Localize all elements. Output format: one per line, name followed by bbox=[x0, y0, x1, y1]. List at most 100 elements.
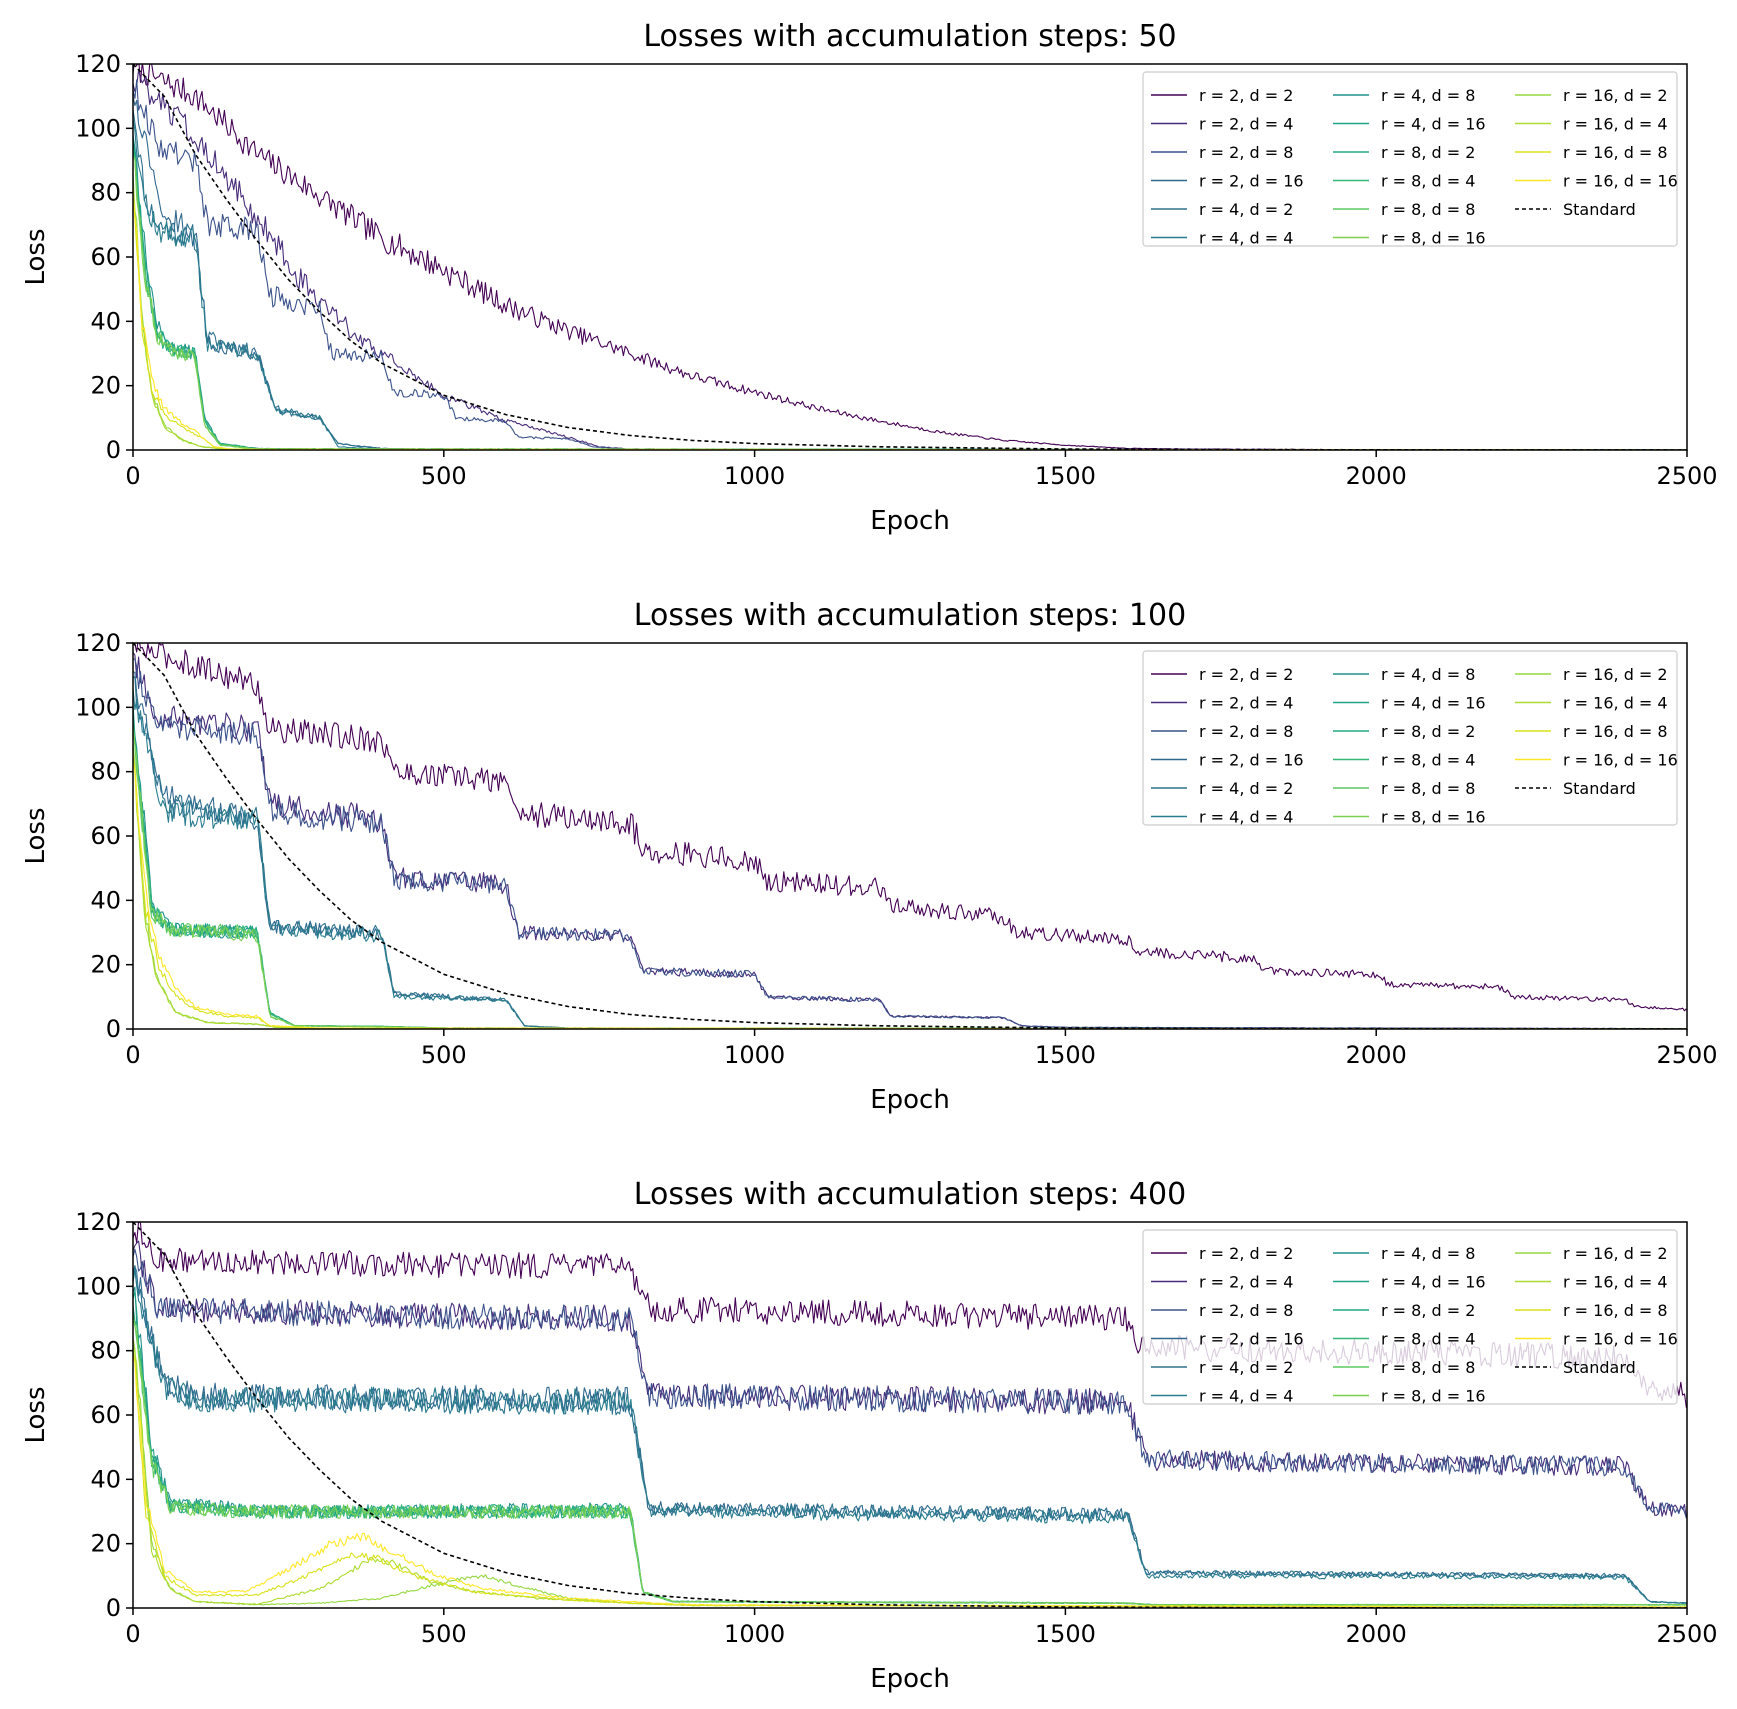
y-tick-label: 0 bbox=[106, 1015, 121, 1043]
legend-label: r = 16, d = 8 bbox=[1563, 1301, 1668, 1320]
legend-label: r = 4, d = 4 bbox=[1199, 808, 1293, 827]
y-tick-label: 120 bbox=[75, 50, 121, 78]
legend-label: r = 2, d = 4 bbox=[1199, 115, 1293, 134]
legend-label: r = 2, d = 16 bbox=[1199, 751, 1304, 770]
legend-label: r = 16, d = 16 bbox=[1563, 172, 1678, 191]
y-tick-label: 100 bbox=[75, 693, 121, 721]
x-tick-label: 0 bbox=[125, 1041, 140, 1069]
legend-label: r = 4, d = 2 bbox=[1199, 200, 1293, 219]
y-axis-label: Loss bbox=[21, 1386, 51, 1443]
legend-label: r = 4, d = 16 bbox=[1381, 694, 1486, 713]
series-line bbox=[133, 1265, 1687, 1604]
series-line bbox=[133, 643, 1687, 1012]
chart-panel-0: 0 500 1000 1500 2000 2500 0 20 40 60 80 100 120 Loss… bbox=[21, 19, 1718, 536]
legend-label: r = 2, d = 2 bbox=[1199, 1244, 1293, 1263]
legend: r = 2, d = 2 r = 2, d = 4 r = 2, d = 8 r = … bbox=[1142, 71, 1678, 248]
chart-title: Losses with accumulation steps: 100 bbox=[634, 598, 1186, 633]
x-axis-label: Epoch bbox=[870, 506, 950, 536]
series-line bbox=[133, 1248, 1687, 1519]
x-tick-label: 1000 bbox=[724, 1041, 785, 1069]
x-tick-label: 1500 bbox=[1035, 1041, 1096, 1069]
legend-label: r = 8, d = 16 bbox=[1381, 808, 1486, 827]
legend-label: r = 16, d = 4 bbox=[1563, 115, 1668, 134]
legend-label: r = 4, d = 4 bbox=[1199, 1387, 1293, 1406]
legend-label: Standard bbox=[1563, 200, 1636, 219]
y-tick-label: 20 bbox=[90, 1530, 121, 1558]
legend-label: r = 4, d = 16 bbox=[1381, 1273, 1486, 1292]
x-tick-label: 2000 bbox=[1346, 1620, 1407, 1648]
x-tick-label: 500 bbox=[421, 1041, 467, 1069]
legend-label: r = 2, d = 16 bbox=[1199, 172, 1304, 191]
x-axis-label: Epoch bbox=[870, 1085, 950, 1115]
legend-box bbox=[1142, 71, 1678, 247]
y-tick-label: 80 bbox=[90, 179, 121, 207]
y-tick-label: 60 bbox=[90, 243, 121, 271]
legend-label: r = 8, d = 2 bbox=[1381, 1301, 1475, 1320]
legend-label: r = 8, d = 2 bbox=[1381, 722, 1475, 741]
legend-label: r = 16, d = 2 bbox=[1563, 665, 1668, 684]
legend-label: r = 8, d = 2 bbox=[1381, 143, 1475, 162]
x-tick-label: 0 bbox=[125, 462, 140, 490]
y-tick-label: 40 bbox=[90, 1465, 121, 1493]
y-axis-label: Loss bbox=[21, 807, 51, 864]
y-tick-label: 40 bbox=[90, 307, 121, 335]
ticks-layer: 0 500 1000 1500 2000 2500 0 20 40 60 80 100 120 bbox=[75, 1208, 1717, 1648]
legend-label: r = 8, d = 4 bbox=[1381, 172, 1475, 191]
legend-label: r = 4, d = 4 bbox=[1199, 229, 1293, 248]
ticks-layer: 0 500 1000 1500 2000 2500 0 20 40 60 80 100 120 bbox=[75, 629, 1717, 1069]
x-tick-label: 1000 bbox=[724, 462, 785, 490]
legend-label: r = 8, d = 8 bbox=[1381, 779, 1475, 798]
series-line bbox=[133, 658, 1687, 1029]
chart-title: Losses with accumulation steps: 50 bbox=[643, 19, 1176, 54]
legend-box bbox=[1142, 1229, 1678, 1405]
legend: r = 2, d = 2 r = 2, d = 4 r = 2, d = 8 r = … bbox=[1142, 1229, 1678, 1406]
legend-label: r = 8, d = 4 bbox=[1381, 751, 1475, 770]
legend-label: r = 16, d = 8 bbox=[1563, 722, 1668, 741]
legend-label: r = 16, d = 4 bbox=[1563, 1273, 1668, 1292]
legend-label: r = 2, d = 8 bbox=[1199, 1301, 1293, 1320]
legend-label: r = 16, d = 4 bbox=[1563, 694, 1668, 713]
x-tick-label: 2000 bbox=[1346, 462, 1407, 490]
y-tick-label: 100 bbox=[75, 1272, 121, 1300]
legend-label: r = 2, d = 8 bbox=[1199, 722, 1293, 741]
legend-label: r = 16, d = 2 bbox=[1563, 1244, 1668, 1263]
legend-label: Standard bbox=[1563, 1358, 1636, 1377]
x-tick-label: 2500 bbox=[1656, 1041, 1717, 1069]
legend-label: Standard bbox=[1563, 779, 1636, 798]
legend-label: r = 8, d = 8 bbox=[1381, 200, 1475, 219]
legend: r = 2, d = 2 r = 2, d = 4 r = 2, d = 8 r = … bbox=[1142, 650, 1678, 827]
legend-label: r = 2, d = 2 bbox=[1199, 86, 1293, 105]
legend-label: r = 4, d = 2 bbox=[1199, 779, 1293, 798]
chart-panel-2: 0 500 1000 1500 2000 2500 0 20 40 60 80 100 120 Loss… bbox=[21, 1177, 1718, 1694]
y-tick-label: 120 bbox=[75, 1208, 121, 1236]
ticks-layer: 0 500 1000 1500 2000 2500 0 20 40 60 80 100 120 bbox=[75, 50, 1717, 490]
series-line bbox=[133, 643, 1687, 1029]
x-tick-label: 1500 bbox=[1035, 462, 1096, 490]
y-tick-label: 20 bbox=[90, 951, 121, 979]
x-tick-label: 1500 bbox=[1035, 1620, 1096, 1648]
x-tick-label: 2500 bbox=[1656, 1620, 1717, 1648]
legend-label: r = 8, d = 8 bbox=[1381, 1358, 1475, 1377]
x-tick-label: 2500 bbox=[1656, 462, 1717, 490]
y-tick-label: 0 bbox=[106, 1594, 121, 1622]
x-axis-label: Epoch bbox=[870, 1664, 950, 1694]
legend-box bbox=[1142, 650, 1678, 826]
legend-label: r = 8, d = 16 bbox=[1381, 1387, 1486, 1406]
legend-label: r = 4, d = 8 bbox=[1381, 1244, 1475, 1263]
series-layer bbox=[133, 1222, 1687, 1608]
legend-label: r = 4, d = 8 bbox=[1381, 86, 1475, 105]
x-tick-label: 2000 bbox=[1346, 1041, 1407, 1069]
x-tick-label: 500 bbox=[421, 462, 467, 490]
series-line bbox=[133, 1269, 1687, 1604]
series-line bbox=[133, 1318, 1687, 1606]
y-tick-label: 20 bbox=[90, 372, 121, 400]
series-line bbox=[133, 64, 1687, 450]
legend-label: r = 4, d = 2 bbox=[1199, 1358, 1293, 1377]
legend-label: r = 2, d = 8 bbox=[1199, 143, 1293, 162]
x-tick-label: 0 bbox=[125, 1620, 140, 1648]
chart-title: Losses with accumulation steps: 400 bbox=[634, 1177, 1186, 1212]
x-tick-label: 500 bbox=[421, 1620, 467, 1648]
series-line bbox=[133, 1222, 1687, 1608]
y-tick-label: 60 bbox=[90, 822, 121, 850]
